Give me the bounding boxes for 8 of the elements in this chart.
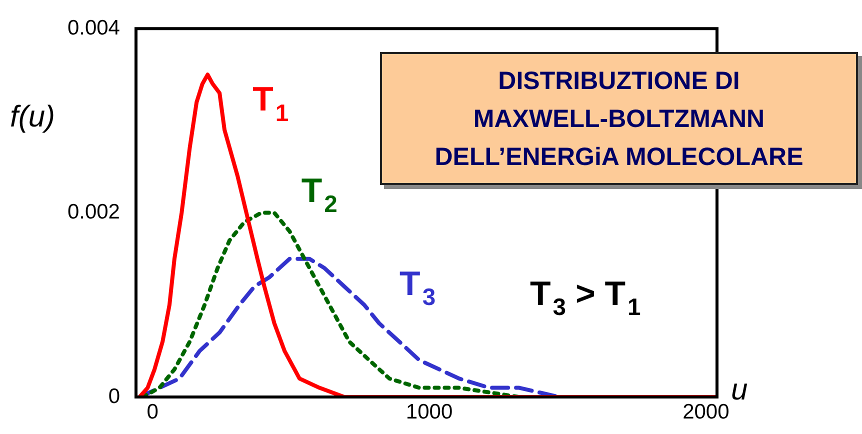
x-tick-label: 1000 [406,400,453,424]
y-tick-label: 0.004 [67,16,120,40]
y-tick-label: 0.002 [67,200,120,224]
x-tick-label: 0 [146,400,158,424]
y-axis-title: f(u) [10,100,55,134]
x-axis-title: u [731,373,748,406]
x-tick-label: 2000 [682,400,730,424]
y-tick-label: 0 [108,384,120,408]
